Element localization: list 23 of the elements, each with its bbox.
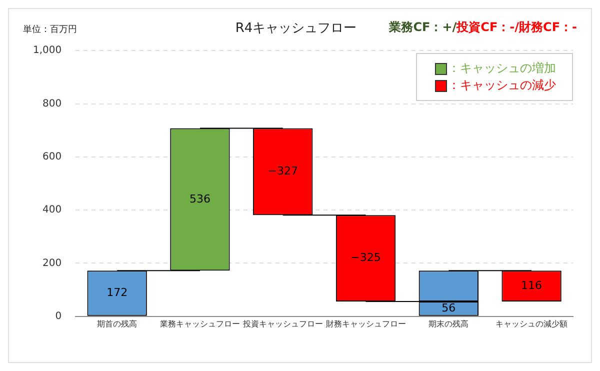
data-label: 172: [106, 286, 128, 300]
y-tick-label: 400: [42, 204, 62, 216]
text: 業務CF：+/投資CF：-/財務CF：-: [389, 20, 577, 34]
data-label: 116: [521, 278, 542, 292]
legend-label: ：キャッシュの増加: [448, 60, 556, 77]
x-tick-label: キャッシュの減少額: [496, 319, 568, 328]
x-tick-label: 期末の残高: [428, 319, 469, 328]
y-tick-label: 200: [42, 258, 62, 269]
data-label: −325: [350, 251, 381, 264]
x-tick-label: 期首の残高: [97, 319, 138, 328]
data-label: 56: [442, 302, 456, 315]
x-tick-label: 財務キャッシュフロー: [326, 319, 406, 328]
x-tick-label: 業務キャッシュフロー: [160, 319, 240, 328]
data-label: −327: [268, 164, 298, 178]
y-tick-label: 800: [42, 98, 62, 110]
y-tick-label: 1,000: [32, 45, 62, 56]
x-tick-label: 投資キャッシュフロー: [242, 319, 323, 328]
data-label: 536: [189, 192, 210, 206]
chart-title: R4キャッシュフロー: [235, 21, 357, 36]
y-tick-label: 600: [42, 152, 62, 163]
y-tick-label: 0: [55, 310, 62, 322]
legend-label: ：キャッシュの減少: [448, 77, 556, 94]
y-axis-title: 単位：百万円: [23, 24, 77, 36]
